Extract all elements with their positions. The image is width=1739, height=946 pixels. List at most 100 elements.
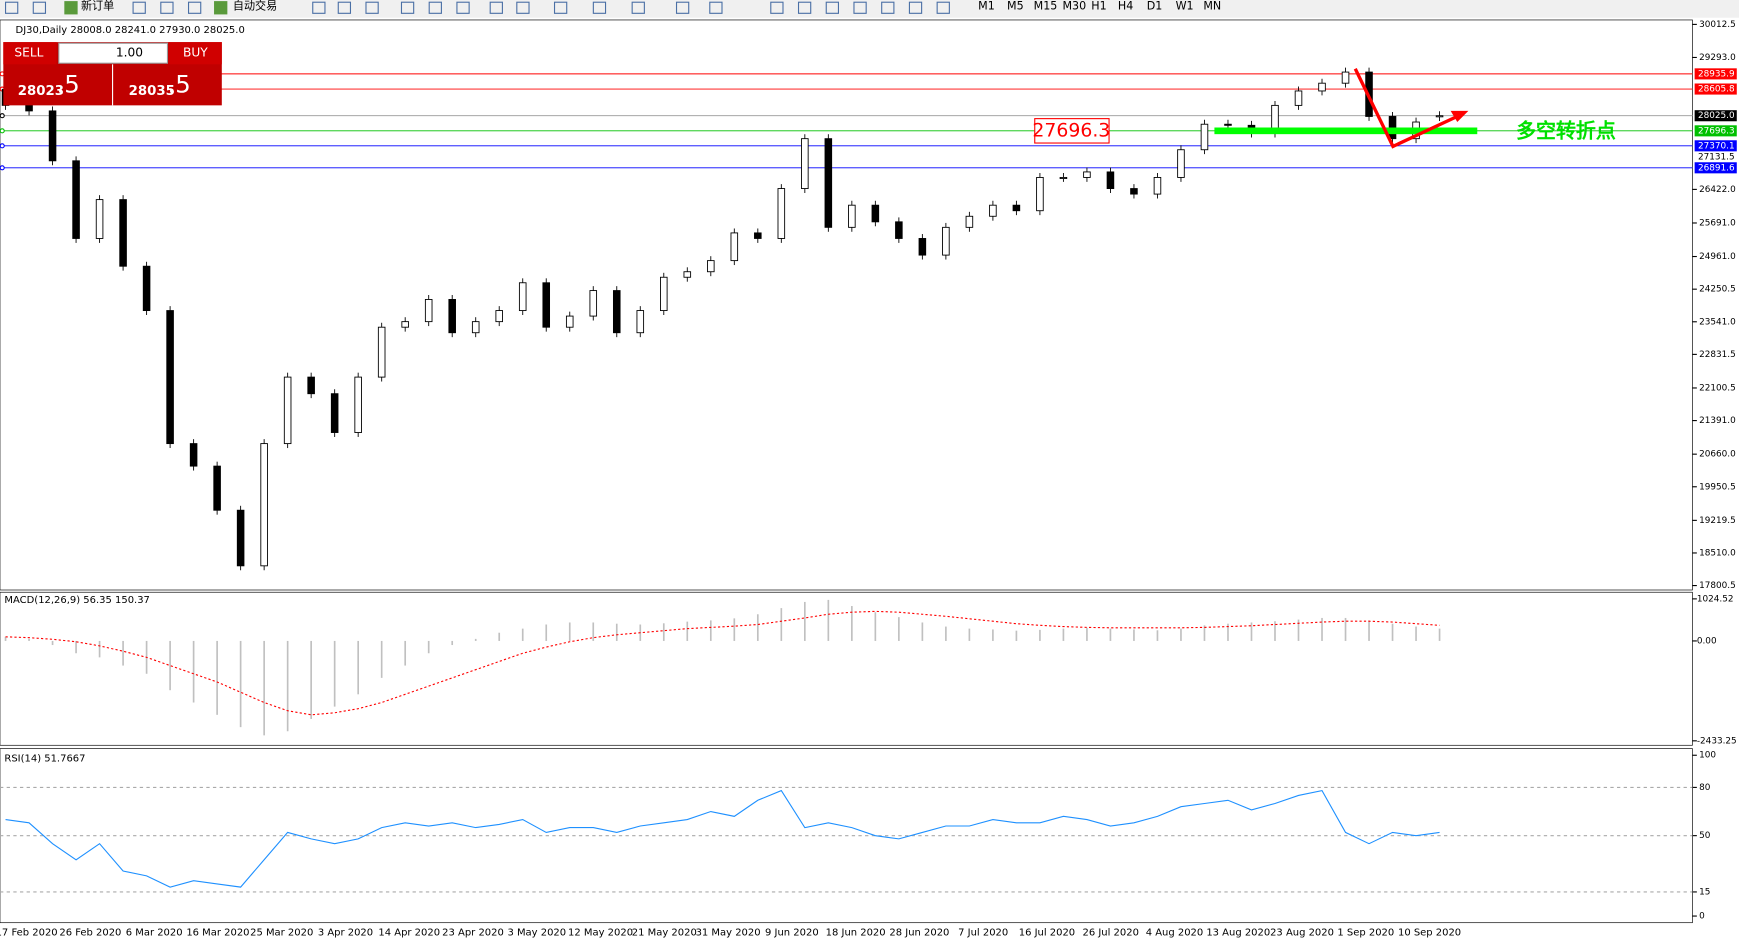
y-tick-label: 50: [1699, 831, 1711, 841]
candle: [471, 321, 480, 334]
sell-label[interactable]: SELL: [14, 46, 43, 60]
toolbar-icon[interactable]: [770, 1, 784, 14]
toolbar-icon[interactable]: [853, 1, 867, 14]
toolbar-icon[interactable]: [936, 1, 950, 14]
x-tick-label: 10 Sep 2020: [1398, 928, 1461, 939]
timeframe-button[interactable]: M15: [1034, 0, 1058, 13]
lot-value[interactable]: 1.00: [116, 46, 143, 60]
level-label: 27696.3: [1698, 126, 1735, 136]
timeframe-button[interactable]: M1: [978, 0, 995, 13]
timeframe-button[interactable]: H4: [1118, 0, 1133, 13]
toolbar-icon[interactable]: [908, 1, 923, 14]
candle: [495, 310, 503, 323]
candle: [636, 310, 645, 334]
main-panel: [0, 19, 1693, 591]
y-tick-label: 0.00: [1697, 636, 1717, 646]
y-tick-label: 15: [1699, 887, 1710, 897]
timeframe-button[interactable]: W1: [1176, 0, 1194, 13]
y-tick-label: 18510.0: [1699, 548, 1736, 558]
toolbar-icon[interactable]: [631, 1, 645, 14]
toolbar-icon[interactable]: [592, 1, 607, 14]
toolbar-icon[interactable]: [214, 1, 228, 15]
candle: [1294, 90, 1303, 106]
candle: [683, 271, 692, 278]
toolbar-icon[interactable]: [553, 1, 568, 14]
y-tick-label: 29293.0: [1699, 53, 1736, 63]
ask-pip[interactable]: .5: [167, 69, 190, 98]
candle: [589, 290, 598, 317]
candle: [448, 299, 456, 334]
toolbar-icon[interactable]: [64, 1, 78, 15]
level-handle[interactable]: [0, 113, 5, 119]
toolbar-icon[interactable]: [312, 1, 326, 14]
toolbar-icon[interactable]: [32, 1, 47, 14]
y-tick-label: 0: [1699, 912, 1705, 922]
level-label: 28025.0: [1698, 111, 1735, 121]
x-tick-label: 16 Mar 2020: [186, 928, 249, 939]
candle: [1059, 176, 1068, 179]
candle: [542, 282, 551, 328]
toolbar-icon[interactable]: [675, 1, 690, 14]
level-handle[interactable]: [0, 143, 5, 149]
timeframe-button[interactable]: M5: [1007, 0, 1024, 13]
level-handle[interactable]: [0, 128, 5, 134]
level-label: 27370.1: [1698, 141, 1735, 151]
toolbar-icon[interactable]: [4, 1, 19, 14]
y-tick-label: 24250.5: [1699, 285, 1736, 295]
candle: [777, 188, 786, 239]
toolbar-icon[interactable]: [797, 1, 812, 14]
timeframe-button[interactable]: H1: [1091, 0, 1106, 13]
bid-price[interactable]: 28023: [18, 84, 64, 99]
ask-price[interactable]: 28035: [129, 84, 175, 99]
candle: [754, 232, 762, 239]
toolbar-icon[interactable]: [881, 1, 895, 14]
x-tick-label: 17 Feb 2020: [0, 928, 58, 939]
price-box-text: 27696.3: [1032, 120, 1110, 141]
candle: [119, 199, 127, 267]
sell-button[interactable]: [3, 42, 57, 65]
candle: [213, 465, 221, 511]
support-band: [1214, 127, 1478, 135]
buy-label[interactable]: BUY: [183, 46, 208, 60]
timeframe-button[interactable]: D1: [1147, 0, 1163, 13]
toolbar-icon[interactable]: [516, 1, 530, 14]
level-label-box: [1694, 140, 1737, 152]
toolbar-icon[interactable]: [456, 1, 470, 14]
level-handle[interactable]: [0, 165, 5, 171]
candle: [1106, 171, 1115, 190]
level-label-box: [1694, 125, 1737, 137]
level-label-box: [1694, 110, 1737, 122]
lot-input[interactable]: [58, 42, 169, 64]
toolbar-icon[interactable]: [489, 1, 503, 14]
level-label: 26891.6: [1698, 163, 1735, 173]
toolbar-icon[interactable]: [709, 1, 723, 14]
timeframe-button[interactable]: M30: [1062, 0, 1086, 13]
toolbar-icon[interactable]: [160, 1, 174, 14]
x-tick-label: 12 May 2020: [568, 928, 633, 939]
y-tick-label: 21391.0: [1699, 416, 1736, 426]
toolbar-button[interactable]: 新订单: [81, 0, 114, 13]
macd-signal: [5, 610, 1440, 716]
toolbar-icon[interactable]: [132, 1, 146, 14]
candle: [1083, 171, 1091, 178]
candle: [895, 221, 903, 239]
toolbar-icon[interactable]: [400, 1, 415, 14]
y-tick-label: 1024.52: [1697, 594, 1734, 604]
y-tick-label: 17800.5: [1699, 581, 1736, 591]
bid-pip[interactable]: .5: [57, 69, 80, 98]
toolbar-icon[interactable]: [825, 1, 840, 14]
toolbar-button[interactable]: 自动交易: [233, 0, 277, 13]
timeframe-button[interactable]: MN: [1203, 0, 1221, 13]
chart-header: DJ30,Daily 28008.0 28241.0 27930.0 28025…: [16, 25, 245, 36]
toolbar-icon[interactable]: [428, 1, 442, 14]
x-tick-label: 26 Feb 2020: [59, 928, 121, 939]
candle: [942, 226, 950, 256]
candle: [824, 138, 833, 228]
buy-button[interactable]: [168, 42, 222, 65]
level-label-box: [1694, 83, 1737, 95]
toolbar-icon[interactable]: [187, 1, 202, 14]
toolbar-icon[interactable]: [365, 1, 379, 14]
turning-point-note: 多空转折点: [1516, 118, 1616, 142]
toolbar-icon[interactable]: [337, 1, 352, 14]
